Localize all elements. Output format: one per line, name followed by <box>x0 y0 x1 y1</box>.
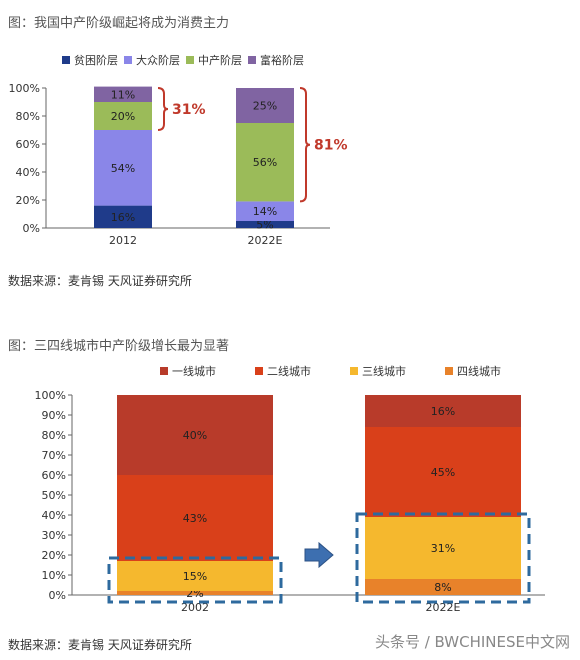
data-label: 5% <box>256 219 273 232</box>
x-tick-label: 2022E <box>248 234 283 247</box>
legend-swatch <box>248 56 256 64</box>
legend-label: 大众阶层 <box>136 53 180 67</box>
y-tick-label: 90% <box>42 409 66 422</box>
bar-segment <box>94 205 152 228</box>
legend-swatch <box>62 56 70 64</box>
x-tick-label: 2002 <box>181 601 209 614</box>
y-tick-label: 60% <box>42 469 66 482</box>
data-label: 25% <box>253 100 277 113</box>
bar-segment <box>117 591 273 595</box>
bracket-annotation <box>299 87 311 203</box>
highlight-box <box>355 512 531 604</box>
legend-label: 中产阶层 <box>198 53 242 67</box>
y-tick-label: 70% <box>42 449 66 462</box>
highlight-box <box>107 556 283 604</box>
bracket-label: 31% <box>172 102 206 118</box>
data-label: 45% <box>431 466 455 479</box>
bar-segment <box>365 427 521 517</box>
bracket-label: 81% <box>314 138 348 154</box>
data-label: 40% <box>183 429 207 442</box>
legend-label: 贫困阶层 <box>74 53 118 67</box>
data-label: 11% <box>111 88 135 101</box>
bar-segment <box>94 102 152 130</box>
legend-label: 四线城市 <box>457 364 501 378</box>
data-label: 14% <box>253 205 277 218</box>
y-tick-label: 80% <box>16 110 40 123</box>
y-tick-label: 30% <box>42 529 66 542</box>
bar-segment <box>236 221 294 228</box>
legend-swatch <box>160 367 168 375</box>
data-label: 31% <box>431 542 455 555</box>
y-tick-label: 10% <box>42 569 66 582</box>
arrow-icon <box>304 541 334 569</box>
data-label: 16% <box>111 211 135 224</box>
bar-segment <box>117 475 273 561</box>
chart-middle-class-consumption: 0% 20% 40% 60% 80% 100% 贫困阶层 大众阶层 中产阶层 富裕阶层 16% 54%… <box>9 53 348 247</box>
y-tick-label: 0% <box>49 589 66 602</box>
watermark: 头条号 / BWCHINESE中文网 <box>374 633 570 651</box>
y-tick-label: 40% <box>16 166 40 179</box>
legend-label: 二线城市 <box>267 364 311 378</box>
legend-swatch <box>350 367 358 375</box>
legend-swatch <box>445 367 453 375</box>
y-tick-label: 20% <box>16 194 40 207</box>
x-tick-label: 2022E <box>426 601 461 614</box>
legend-label: 一线城市 <box>172 364 216 378</box>
legend-label: 富裕阶层 <box>260 53 304 67</box>
figure2-caption: 图：三四线城市中产阶级增长最为显著 <box>8 339 230 354</box>
y-tick-label: 60% <box>16 138 40 151</box>
bar-segment <box>94 86 152 102</box>
figure2-source: 数据来源：麦肯锡 天风证券研究所 <box>8 638 192 652</box>
x-tick-label: 2012 <box>109 234 137 247</box>
bar-segment <box>365 579 521 595</box>
data-label: 8% <box>434 581 451 594</box>
figure1-source: 数据来源：麦肯锡 天风证券研究所 <box>8 274 192 288</box>
bar-segment <box>236 88 294 123</box>
y-tick-label: 50% <box>42 489 66 502</box>
y-tick-label: 0% <box>23 222 40 235</box>
y-tick-label: 80% <box>42 429 66 442</box>
bar-segment <box>117 561 273 591</box>
data-label: 20% <box>111 110 135 123</box>
data-label: 56% <box>253 156 277 169</box>
legend-swatch <box>124 56 132 64</box>
bar-segment <box>236 123 294 202</box>
data-label: 15% <box>183 570 207 583</box>
bar-segment <box>236 201 294 221</box>
data-label: 54% <box>111 162 135 175</box>
chart-city-tier-growth: 0% 10% 20% 30% 40% 50% 60% 70% 80% 90% 100% 一线城市 二线城… <box>35 364 545 614</box>
legend-swatch <box>255 367 263 375</box>
y-tick-label: 20% <box>42 549 66 562</box>
bar-segment <box>94 130 152 206</box>
legend-swatch <box>186 56 194 64</box>
data-label: 16% <box>431 405 455 418</box>
data-label: 43% <box>183 512 207 525</box>
legend-label: 三线城市 <box>362 364 406 378</box>
y-tick-label: 100% <box>9 82 40 95</box>
bar-segment <box>117 395 273 475</box>
bar-segment <box>365 395 521 427</box>
y-tick-label: 100% <box>35 389 66 402</box>
y-tick-label: 40% <box>42 509 66 522</box>
figure1-caption: 图：我国中产阶级崛起将成为消费主力 <box>8 16 230 31</box>
bracket-annotation <box>157 87 169 131</box>
bar-segment <box>365 517 521 579</box>
